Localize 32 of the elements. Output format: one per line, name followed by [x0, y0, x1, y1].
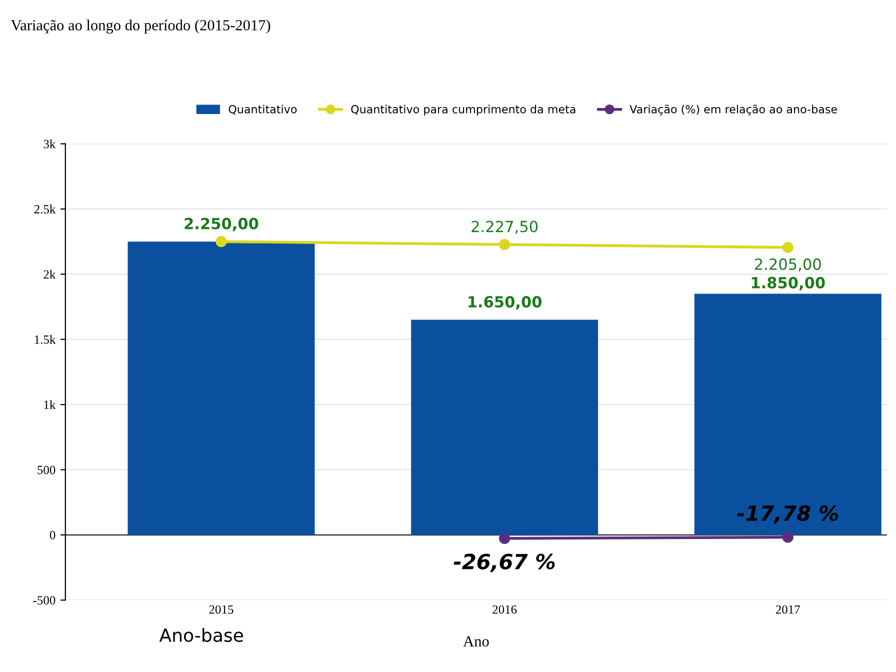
- y-tick-label: -500: [33, 596, 56, 605]
- point: [499, 238, 510, 250]
- data-label: 1.850,00: [752, 276, 825, 290]
- y-tick-label: 1.5k: [34, 335, 56, 344]
- data-label: -26,67 %: [454, 554, 555, 572]
- y-tick-label: 0: [50, 530, 56, 540]
- legend-label: Variação (%) em relação ao ano-base: [630, 104, 837, 116]
- bar: [694, 294, 882, 535]
- point: [782, 532, 794, 543]
- bar: [128, 242, 315, 535]
- y-tick-label: 2k: [44, 270, 56, 279]
- point: [782, 242, 794, 254]
- bar: [411, 320, 598, 535]
- text: Ano-base: [159, 628, 244, 642]
- point: [499, 532, 510, 544]
- legend-label: Quantitativo para cumprimento da meta: [351, 104, 576, 116]
- x-axis-title: Ano: [463, 636, 489, 646]
- data-label: 2.205,00: [754, 258, 821, 272]
- data-label: 2.227,50: [472, 220, 538, 234]
- x-tick-label: 2015: [209, 605, 234, 614]
- y-tick-label: 500: [38, 466, 56, 474]
- data-label: 2.250,00: [184, 218, 258, 232]
- point: [216, 236, 227, 248]
- y-tick-label: 3k: [44, 139, 56, 148]
- legend-label: Quantitativo: [228, 104, 297, 115]
- data-label: -17,78 %: [737, 505, 838, 524]
- chart-title: Variação ao longo do período (2015-2017): [10, 20, 270, 34]
- x-tick-label: 2016: [492, 605, 517, 614]
- y-tick-label: 2.5k: [34, 204, 56, 214]
- y-tick-label: 1k: [44, 400, 56, 409]
- x-tick-label: 2017: [776, 605, 800, 614]
- data-label: 1.650,00: [468, 296, 542, 310]
